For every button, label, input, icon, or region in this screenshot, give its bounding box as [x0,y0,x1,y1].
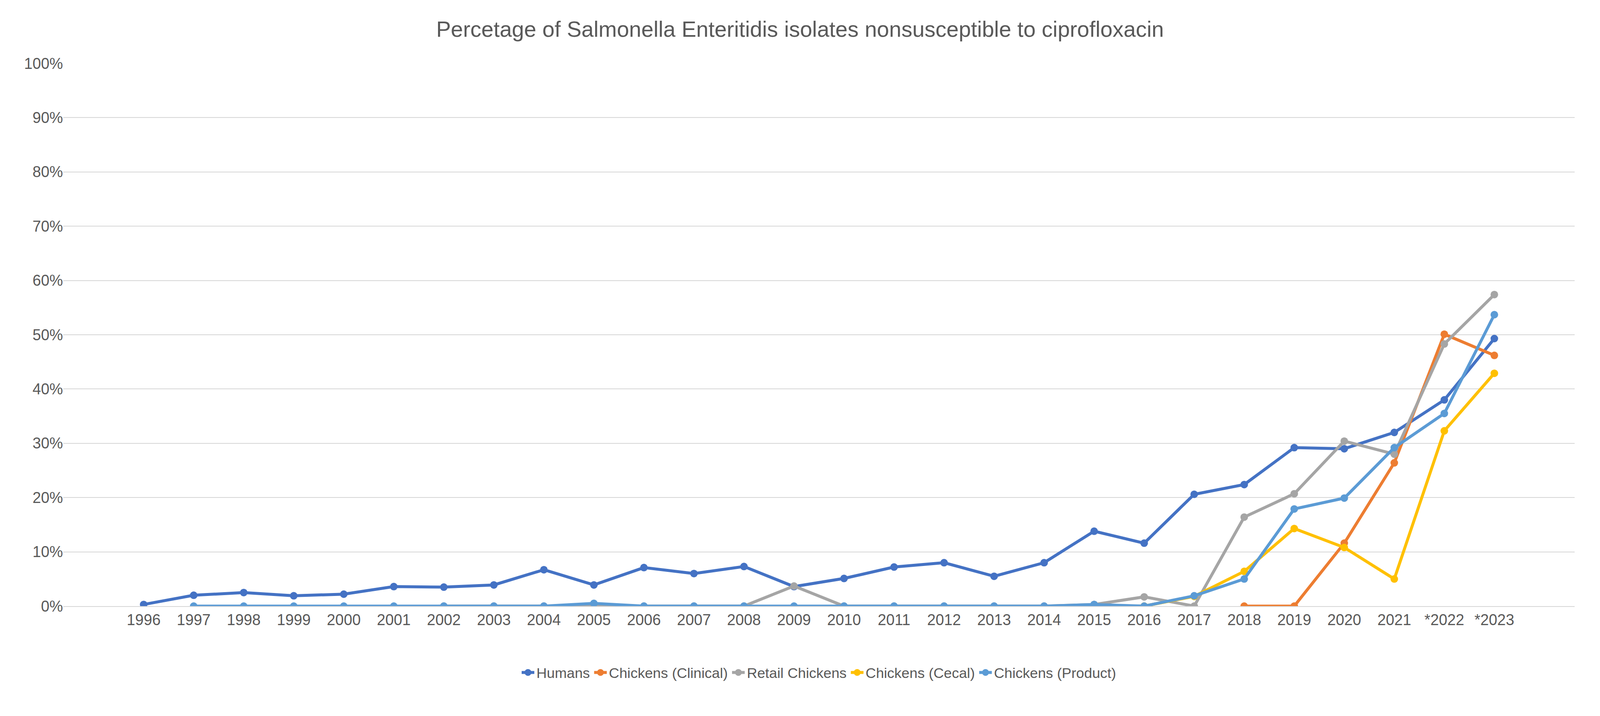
svg-text:30%: 30% [32,434,63,452]
svg-text:Humans: Humans [536,664,591,681]
svg-text:2020: 2020 [1327,610,1362,629]
svg-text:Retail Chickens: Retail Chickens [746,664,847,681]
svg-text:2019: 2019 [1277,610,1312,629]
svg-text:40%: 40% [32,380,63,398]
svg-text:60%: 60% [32,271,63,289]
svg-text:2003: 2003 [476,610,511,629]
svg-text:100%: 100% [24,54,63,73]
svg-text:2013: 2013 [976,610,1011,629]
svg-text:Chickens (Clinical): Chickens (Clinical) [609,664,729,681]
svg-text:50%: 50% [32,326,63,344]
svg-text:90%: 90% [32,108,63,127]
svg-text:2021: 2021 [1377,610,1412,629]
svg-text:20%: 20% [32,488,63,507]
svg-text:Chickens (Cecal): Chickens (Cecal) [865,664,975,681]
svg-text:1997: 1997 [176,610,211,629]
svg-text:Percetage of Salmonella Enteri: Percetage of Salmonella Enteritidis isol… [436,16,1165,42]
svg-text:1998: 1998 [226,610,261,629]
svg-text:2011: 2011 [877,610,911,629]
svg-text:2006: 2006 [626,610,661,629]
svg-text:2017: 2017 [1177,610,1211,629]
svg-text:2004: 2004 [527,610,561,629]
svg-text:2015: 2015 [1077,610,1111,629]
svg-text:2000: 2000 [326,610,361,629]
svg-text:*2023: *2023 [1474,610,1515,629]
svg-text:2005: 2005 [576,610,611,629]
svg-text:2018: 2018 [1227,610,1262,629]
svg-text:2010: 2010 [827,610,861,629]
svg-text:70%: 70% [32,217,63,235]
svg-text:0%: 0% [40,597,63,615]
svg-text:2012: 2012 [927,610,961,629]
svg-text:2009: 2009 [777,610,811,629]
svg-text:Chickens (Product): Chickens (Product) [993,664,1116,681]
svg-text:2016: 2016 [1127,610,1162,629]
svg-text:1996: 1996 [126,610,161,629]
svg-text:2001: 2001 [376,610,411,629]
svg-text:1999: 1999 [276,610,311,629]
svg-text:10%: 10% [32,542,63,561]
svg-text:80%: 80% [32,163,63,181]
svg-text:2002: 2002 [427,610,461,629]
svg-text:*2022: *2022 [1424,610,1464,629]
svg-text:2008: 2008 [726,610,761,629]
svg-text:2014: 2014 [1027,610,1062,629]
svg-text:2007: 2007 [677,610,711,629]
